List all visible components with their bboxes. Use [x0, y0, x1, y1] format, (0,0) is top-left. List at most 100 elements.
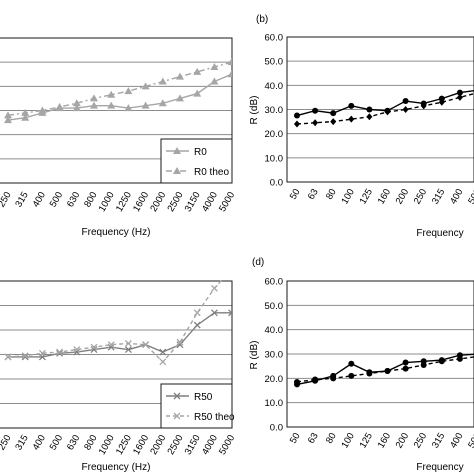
series-1: [294, 92, 474, 128]
data-point: [158, 77, 167, 85]
x-tick-label: 1000: [97, 433, 117, 457]
x-tick-label: 2000: [148, 190, 168, 214]
data-point: [228, 309, 232, 317]
x-tick-label: 125: [358, 431, 375, 450]
data-point: [366, 106, 373, 113]
x-tick-label: 160: [376, 187, 393, 206]
x-tick-label: 400: [31, 433, 48, 452]
y-tick-label: 20.0: [265, 374, 284, 385]
x-tick-label: 630: [65, 190, 82, 209]
data-point: [193, 67, 202, 75]
data-point: [294, 120, 300, 128]
x-tick-label: 3150: [183, 190, 203, 214]
x-tick-label: 125: [358, 187, 375, 206]
y-tick-label: 30.0: [265, 105, 284, 116]
x-tick-label: 500: [466, 187, 474, 206]
x-tick-label: 4000: [200, 433, 220, 457]
data-point: [384, 368, 391, 375]
data-point: [4, 111, 12, 119]
x-tick-label: 250: [412, 187, 429, 206]
x-axis-label: Frequency (Hz): [82, 227, 151, 238]
x-tick-label: 1250: [114, 433, 134, 457]
x-tick-label: 1250: [114, 190, 134, 214]
series-0: [294, 352, 474, 388]
data-point: [21, 108, 30, 116]
data-point: [420, 102, 427, 110]
plot-frame: [0, 37, 233, 184]
series-r0: [4, 70, 232, 124]
legend-label: R0: [194, 147, 207, 158]
data-point: [159, 358, 167, 366]
data-point: [176, 94, 184, 102]
data-point: [456, 93, 463, 101]
data-point: [402, 106, 409, 113]
panel-label: (b): [256, 14, 268, 25]
plot-frame: [286, 280, 474, 428]
x-tick-label: 250: [0, 433, 14, 452]
data-point: [142, 341, 150, 349]
x-tick-label: 315: [430, 187, 447, 206]
x-tick-label: 315: [13, 190, 30, 209]
data-point: [312, 107, 319, 114]
data-point: [348, 360, 355, 367]
x-tick-label: 3150: [183, 433, 203, 457]
data-point: [38, 349, 46, 357]
chart-panel-c: 250 315 400 500 630 8001000125016002000250031…: [0, 266, 237, 473]
chart-panel-b: 0.0 10.0 20.0 30.0 40.0 50.0 60.0 R (dB) (b) 50 63…: [249, 14, 474, 239]
x-tick-label: 200: [394, 187, 411, 206]
x-tick-label: 315: [13, 433, 30, 452]
data-point: [312, 119, 319, 127]
data-point: [193, 321, 201, 329]
panel-label: (d): [252, 257, 264, 268]
data-point: [176, 341, 184, 349]
y-tick-label: 10.0: [265, 153, 284, 164]
legend-label: R0 theo: [194, 167, 229, 178]
legend: R50 R50 theo: [160, 383, 235, 429]
data-point: [107, 101, 116, 109]
data-point: [384, 108, 391, 116]
x-tick-label: 4000: [200, 190, 220, 214]
x-tick-label: 1000: [97, 190, 117, 214]
y-tick-label: 40.0: [265, 81, 284, 92]
y-tick-label: 0.0: [270, 178, 283, 189]
chart-panel-a: 250 315 400 500 630 8001000125016002000250031…: [0, 37, 237, 238]
y-tick-label: 10.0: [265, 398, 284, 409]
series-1: [294, 355, 474, 385]
x-tick-label: 80: [324, 431, 339, 446]
data-point: [73, 348, 81, 356]
data-point: [348, 115, 355, 123]
plot-frame: [0, 280, 233, 429]
data-point: [141, 101, 150, 109]
x-tick-label: 100: [339, 187, 356, 206]
data-point: [124, 87, 133, 95]
x-tick-label: 50: [288, 187, 303, 202]
y-tick-label: 0.0: [270, 423, 283, 434]
plot-frame: [286, 36, 474, 183]
x-tick-label: 250: [412, 431, 429, 450]
data-point: [348, 372, 355, 379]
y-tick-label: 30.0: [265, 350, 284, 361]
data-point: [72, 99, 81, 107]
data-point: [438, 98, 445, 106]
x-tick-label: 2500: [166, 433, 186, 457]
data-point: [229, 266, 235, 272]
data-point: [176, 338, 184, 346]
x-tick-label: 80: [324, 187, 339, 202]
y-tick-label: 60.0: [265, 277, 284, 288]
legend-marker: [173, 392, 181, 400]
series-0: [294, 89, 474, 119]
x-tick-label: 2000: [148, 433, 168, 457]
x-tick-label: 500: [48, 190, 65, 209]
data-point: [438, 358, 445, 365]
series-r50-theo: [4, 266, 235, 366]
data-point: [330, 375, 337, 382]
series-line: [296, 92, 474, 125]
data-point: [21, 353, 29, 361]
x-tick-label: 400: [448, 431, 465, 450]
x-axis-label: Frequency: [416, 228, 463, 239]
x-tick-label: 1600: [131, 433, 151, 457]
legend-marker: [173, 167, 181, 174]
x-tick-label: 500: [466, 431, 474, 450]
x-tick-label: 400: [448, 187, 465, 206]
